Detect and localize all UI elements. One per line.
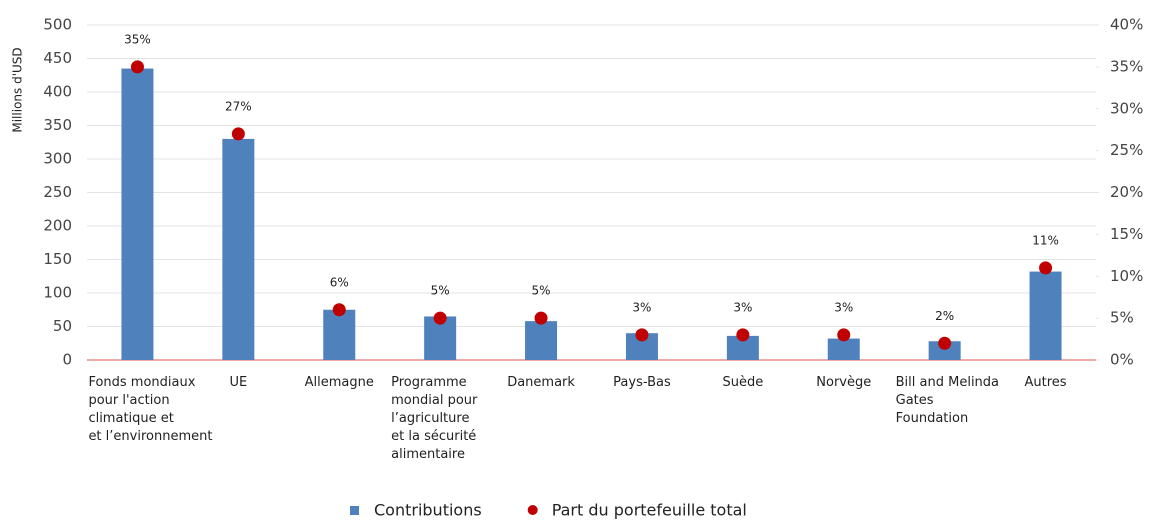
x-tick-line: mondial pour (391, 393, 478, 408)
dot (332, 303, 346, 317)
value-label: 35% (124, 32, 151, 46)
dot (433, 311, 447, 325)
x-tick-label: Bill and Melinda Gates Foundation (896, 375, 999, 426)
x-tick-line: pour l'action (88, 393, 169, 408)
y-axis-label: Millions d'USD (11, 47, 25, 132)
y-tick-label: 300 (43, 150, 72, 168)
x-tick-line: Danemark (507, 375, 575, 390)
dot (938, 336, 952, 350)
x-tick-label: Fonds mondiaux pour l'action climatique et… (88, 375, 212, 444)
x-tick-line: Gates (896, 393, 934, 408)
x-tick-line: Norvège (816, 375, 871, 390)
x-tick-label: Pays-Bas (613, 375, 671, 390)
value-label: 5% (431, 284, 450, 298)
y-tick-label: 250 (43, 183, 72, 201)
dot (231, 127, 245, 141)
x-tick-line: l’agriculture (391, 411, 469, 426)
x-tick-label: Allemagne (305, 375, 374, 390)
y2-tick-label: 10% (1110, 267, 1143, 285)
bar (222, 138, 255, 360)
y-tick-label: 100 (43, 284, 72, 302)
x-tick-line: UE (229, 375, 247, 390)
value-label: 6% (330, 275, 349, 289)
value-label: 3% (733, 300, 752, 314)
y-tick-label: 0 (62, 351, 72, 369)
bar (827, 338, 860, 360)
dot (635, 328, 649, 342)
legend-swatch (527, 505, 538, 515)
x-tick-line: Programme (391, 375, 467, 390)
bar (121, 68, 154, 361)
legend-swatch (350, 506, 359, 515)
x-tick-line: Suède (722, 375, 763, 390)
x-tick-label: Suède (722, 375, 763, 390)
y2-tick-label: 0% (1110, 351, 1134, 369)
y-tick-label: 200 (43, 217, 72, 235)
y2-tick-label: 20% (1110, 183, 1143, 201)
value-label: 3% (834, 300, 853, 314)
dot (534, 311, 548, 325)
bar (928, 341, 961, 360)
dot (1039, 261, 1053, 275)
y2-tick-label: 15% (1110, 225, 1143, 243)
value-label: 5% (532, 284, 551, 298)
y-tick-label: 400 (43, 83, 72, 101)
x-tick-line: Autres (1025, 375, 1067, 390)
x-tick-label: Norvège (816, 375, 871, 390)
value-label: 27% (225, 99, 252, 113)
x-tick-line: climatique et (88, 411, 173, 426)
legend-label: Part du portefeuille total (552, 501, 747, 520)
value-label: 2% (935, 309, 954, 323)
x-tick-line: Bill and Melinda (896, 375, 999, 390)
x-tick-line: Foundation (896, 411, 969, 426)
dot (837, 328, 851, 342)
y2-tick-label: 35% (1110, 57, 1143, 75)
x-tick-line: Fonds mondiaux (88, 375, 195, 390)
y2-tick-label: 5% (1110, 309, 1134, 327)
value-label: 3% (632, 300, 651, 314)
bar (1029, 271, 1062, 360)
x-tick-label: Autres (1025, 375, 1067, 390)
x-tick-line: Allemagne (305, 375, 374, 390)
y-tick-label: 150 (43, 250, 72, 268)
x-tick-label: Danemark (507, 375, 575, 390)
x-tick-line: et la sécurité (391, 429, 476, 444)
x-tick-line: alimentaire (391, 447, 465, 462)
x-tick-line: et l’environnement (88, 429, 212, 444)
y-tick-label: 500 (43, 16, 72, 34)
x-tick-label: Programme mondial pour l’agriculture et la … (391, 375, 478, 462)
legend-label: Contributions (374, 501, 482, 520)
x-tick-label: UE (229, 375, 247, 390)
y2-tick-label: 40% (1110, 16, 1143, 34)
y-tick-label: 50 (53, 317, 72, 335)
bar (525, 321, 558, 360)
value-label: 11% (1032, 233, 1059, 247)
dot (736, 328, 750, 342)
y2-tick-label: 30% (1110, 99, 1143, 117)
y-tick-label: 450 (43, 49, 72, 67)
dot (130, 60, 144, 74)
y2-tick-label: 25% (1110, 141, 1143, 159)
y-tick-label: 350 (43, 116, 72, 134)
x-tick-line: Pays-Bas (613, 375, 671, 390)
bar (323, 309, 356, 360)
